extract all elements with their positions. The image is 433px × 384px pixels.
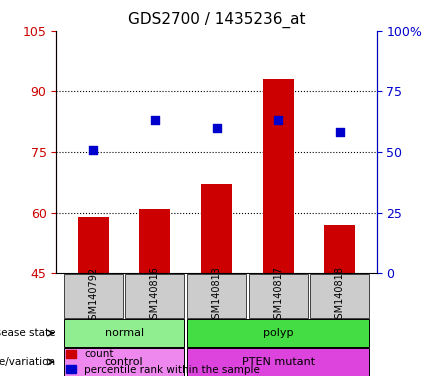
FancyBboxPatch shape (310, 274, 369, 318)
FancyBboxPatch shape (64, 319, 184, 347)
FancyBboxPatch shape (64, 274, 123, 318)
Bar (139, 209, 170, 273)
FancyBboxPatch shape (125, 274, 184, 318)
FancyBboxPatch shape (187, 319, 369, 347)
Point (275, 117, 281, 123)
Text: control: control (105, 357, 143, 367)
Text: normal: normal (104, 328, 144, 338)
Legend: count, percentile rank within the sample: count, percentile rank within the sample (61, 345, 265, 379)
Bar (263, 79, 294, 273)
Text: genotype/variation: genotype/variation (0, 357, 55, 367)
Bar (78, 217, 109, 273)
Point (213, 125, 220, 131)
Bar (324, 225, 355, 273)
Text: GSM140813: GSM140813 (211, 266, 222, 325)
Text: PTEN mutant: PTEN mutant (242, 357, 315, 367)
FancyBboxPatch shape (249, 274, 308, 318)
Text: GSM140816: GSM140816 (150, 266, 160, 325)
Title: GDS2700 / 1435236_at: GDS2700 / 1435236_at (128, 12, 305, 28)
FancyBboxPatch shape (64, 348, 184, 376)
Point (152, 117, 158, 123)
Text: GSM140817: GSM140817 (273, 266, 283, 326)
Text: GSM140792: GSM140792 (88, 266, 98, 326)
Point (336, 129, 343, 135)
Point (90, 147, 97, 153)
Bar (201, 184, 232, 273)
Text: GSM140818: GSM140818 (335, 266, 345, 325)
FancyBboxPatch shape (187, 348, 369, 376)
FancyBboxPatch shape (187, 274, 246, 318)
Text: polyp: polyp (263, 328, 294, 338)
Text: disease state: disease state (0, 328, 55, 338)
